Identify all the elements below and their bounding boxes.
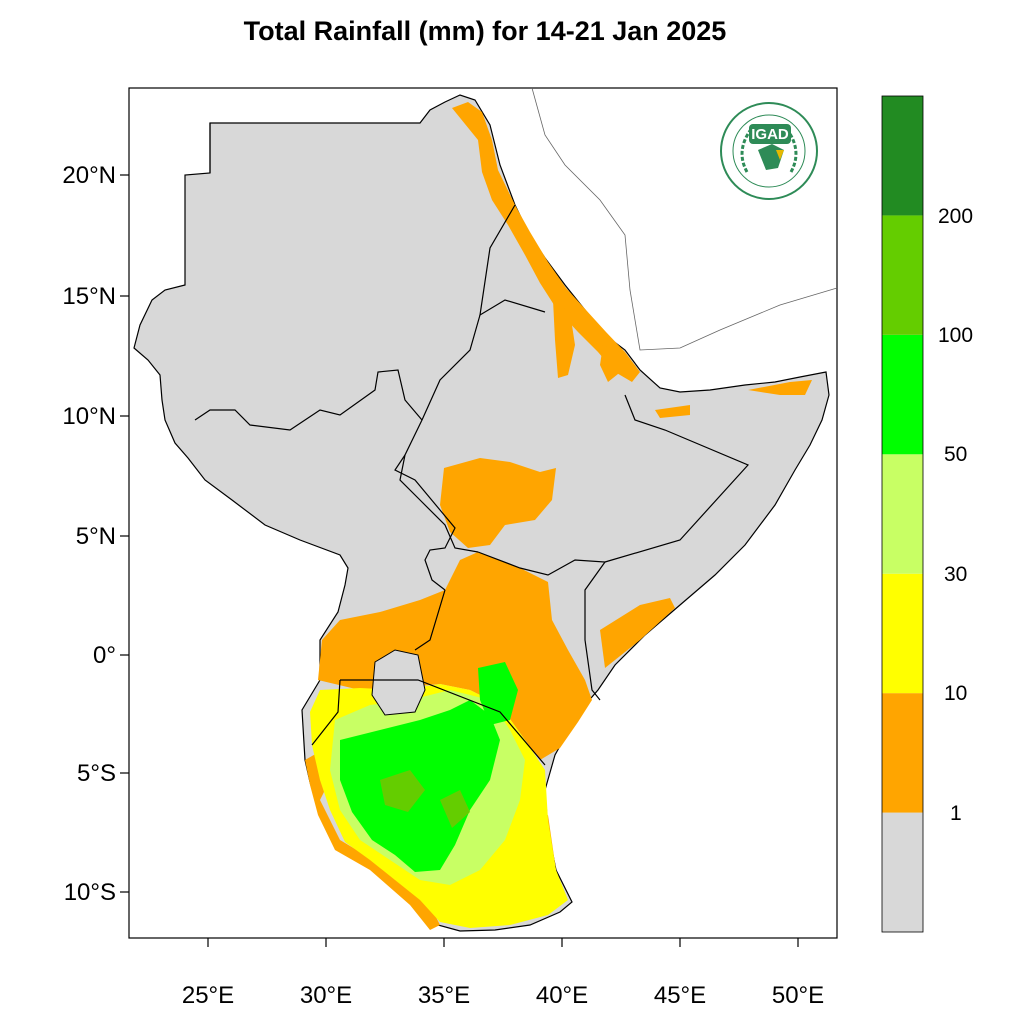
colorbar-bin-4 bbox=[882, 334, 923, 455]
lat-label-10n: 10°N bbox=[62, 403, 116, 430]
igad-logo-text: IGAD bbox=[751, 126, 789, 143]
lat-label-5n: 5°N bbox=[75, 523, 116, 550]
colorbar-frame bbox=[881, 95, 924, 933]
arabia-coastline bbox=[531, 87, 838, 351]
lon-label-40e: 40°E bbox=[535, 982, 589, 1009]
colorbar bbox=[881, 95, 924, 933]
map-title: Total Rainfall (mm) for 14-21 Jan 2025 bbox=[243, 16, 727, 46]
country-borders bbox=[194, 123, 750, 766]
lat-tick-marks bbox=[120, 174, 129, 893]
colorbar-label-30: 30 bbox=[944, 563, 968, 586]
rain-patch-50-100mm-north bbox=[478, 662, 518, 725]
colorbar-bin-0 bbox=[882, 812, 923, 932]
lon-label-45e: 45°E bbox=[653, 982, 707, 1009]
lat-label-20n: 20°N bbox=[62, 162, 116, 189]
lat-label-15n: 15°N bbox=[62, 283, 116, 310]
colorbar-bin-1 bbox=[882, 693, 923, 813]
colorbar-bin-5 bbox=[882, 215, 923, 335]
lat-label-10s: 10°S bbox=[63, 879, 116, 906]
colorbar-label-50: 50 bbox=[944, 443, 968, 466]
colorbar-label-1: 1 bbox=[950, 802, 962, 825]
rain-band-100-200mm bbox=[380, 770, 470, 828]
colorbar-label-10: 10 bbox=[944, 682, 968, 705]
lon-tick-marks bbox=[207, 938, 799, 947]
colorbar-label-200: 200 bbox=[938, 205, 974, 228]
lon-label-30e: 30°E bbox=[299, 982, 353, 1009]
colorbar-bin-2 bbox=[882, 573, 923, 694]
lat-label-5s: 5°S bbox=[77, 760, 116, 787]
igad-logo bbox=[720, 102, 818, 200]
lake-victoria bbox=[371, 649, 426, 716]
lon-label-50e: 50°E bbox=[771, 982, 825, 1009]
lon-label-35e: 35°E bbox=[417, 982, 471, 1009]
lat-label-eq: 0° bbox=[93, 642, 116, 669]
colorbar-label-100: 100 bbox=[938, 324, 974, 347]
colorbar-bin-3 bbox=[882, 454, 923, 574]
lon-label-25e: 25°E bbox=[181, 982, 235, 1009]
colorbar-bin-6 bbox=[882, 96, 923, 216]
